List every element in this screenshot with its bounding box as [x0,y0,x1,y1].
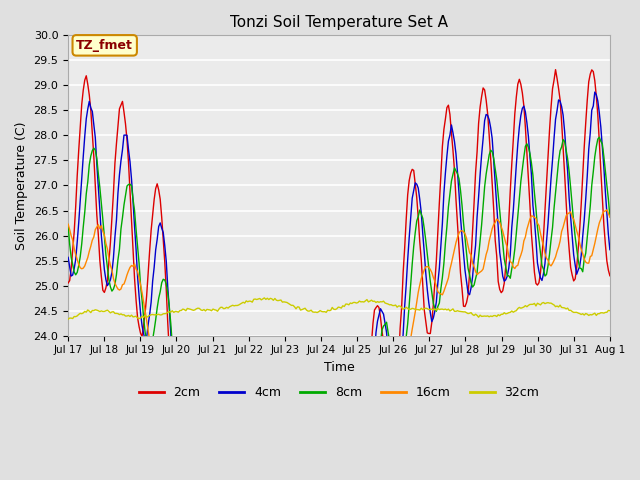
32cm [260,295,268,301]
8cm [606,214,614,220]
4cm [606,247,614,252]
Title: Tonzi Soil Temperature Set A: Tonzi Soil Temperature Set A [230,15,448,30]
32cm [244,299,252,305]
16cm [603,207,611,213]
2cm [131,276,138,281]
32cm [64,316,72,322]
8cm [131,208,138,214]
16cm [131,261,138,267]
4cm [131,224,138,229]
Text: TZ_fmet: TZ_fmet [76,39,133,52]
32cm [226,304,234,310]
Y-axis label: Soil Temperature (C): Soil Temperature (C) [15,121,28,250]
8cm [64,223,72,228]
2cm [606,273,614,278]
Line: 4cm: 4cm [68,92,610,480]
32cm [131,314,138,320]
Legend: 2cm, 4cm, 8cm, 16cm, 32cm: 2cm, 4cm, 8cm, 16cm, 32cm [134,382,545,405]
4cm [64,254,72,260]
2cm [579,172,586,178]
32cm [606,308,614,313]
Line: 8cm: 8cm [68,137,610,480]
32cm [303,307,310,313]
8cm [595,134,603,140]
4cm [577,253,585,259]
32cm [577,312,585,317]
4cm [591,89,598,95]
Line: 2cm: 2cm [68,70,610,480]
32cm [253,297,260,302]
Line: 32cm: 32cm [68,298,610,319]
16cm [577,246,585,252]
2cm [64,280,72,286]
16cm [606,214,614,220]
Line: 16cm: 16cm [68,210,610,480]
16cm [64,221,72,227]
X-axis label: Time: Time [324,361,355,374]
8cm [577,265,585,271]
2cm [552,67,559,72]
